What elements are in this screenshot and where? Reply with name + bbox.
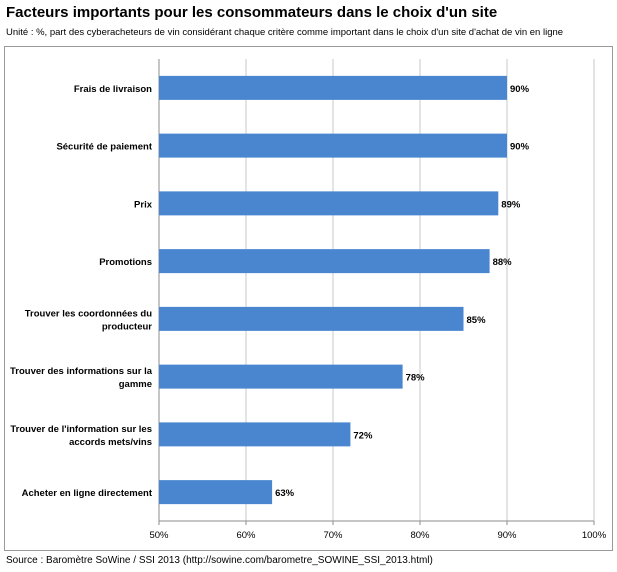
- category-label: Trouver des informations sur la gamme: [10, 366, 153, 390]
- category-label-line: Trouver les coordonnées du: [25, 308, 152, 319]
- x-tick-label: 60%: [236, 530, 256, 541]
- x-tick-label: 80%: [410, 530, 430, 541]
- data-label: 63%: [275, 488, 295, 499]
- bar: [159, 306, 464, 331]
- category-label-line: accords mets/vins: [69, 437, 152, 448]
- data-label: 78%: [406, 373, 426, 384]
- category-label-line: Sécurité de paiement: [56, 142, 152, 153]
- category-label-line: gamme: [119, 379, 152, 390]
- category-label-line: producteur: [102, 321, 152, 332]
- x-tick-label: 100%: [582, 530, 607, 541]
- category-label: Trouver de l'information sur les accords …: [10, 424, 152, 448]
- x-tick-label: 70%: [323, 530, 343, 541]
- category-label: Frais de livraison: [74, 84, 152, 95]
- bar: [159, 191, 499, 216]
- x-tick-label: 50%: [149, 530, 169, 541]
- bar: [159, 422, 351, 447]
- category-label-line: Trouver de l'information sur les: [10, 424, 152, 435]
- data-label: 88%: [493, 257, 513, 268]
- chart-frame: [4, 46, 613, 551]
- category-label-line: Trouver des informations sur la: [10, 366, 153, 377]
- bar: [159, 480, 273, 505]
- category-label: Sécurité de paiement: [56, 142, 152, 153]
- chart-subtitle: Unité : %, part des cyberacheteurs de vi…: [6, 27, 564, 38]
- x-tick-label: 90%: [497, 530, 517, 541]
- bar: [159, 75, 507, 100]
- category-label: Acheter en ligne directement: [22, 488, 153, 499]
- category-label-line: Promotions: [99, 257, 152, 268]
- data-label: 72%: [353, 430, 373, 441]
- bar: [159, 133, 507, 158]
- source-note: Source : Baromètre SoWine / SSI 2013 (ht…: [6, 555, 433, 566]
- category-label: Promotions: [99, 257, 152, 268]
- data-label: 90%: [510, 84, 530, 95]
- data-label: 85%: [467, 315, 487, 326]
- category-label-line: Frais de livraison: [74, 84, 152, 95]
- data-label: 89%: [501, 199, 521, 210]
- bar: [159, 249, 490, 274]
- category-label: Prix: [134, 199, 153, 210]
- chart-title: Facteurs importants pour les consommateu…: [6, 4, 498, 21]
- category-label-line: Acheter en ligne directement: [22, 488, 153, 499]
- category-label: Trouver les coordonnées du producteur: [25, 308, 153, 332]
- data-label: 90%: [510, 142, 530, 153]
- category-label-line: Prix: [134, 199, 153, 210]
- bar: [159, 364, 403, 389]
